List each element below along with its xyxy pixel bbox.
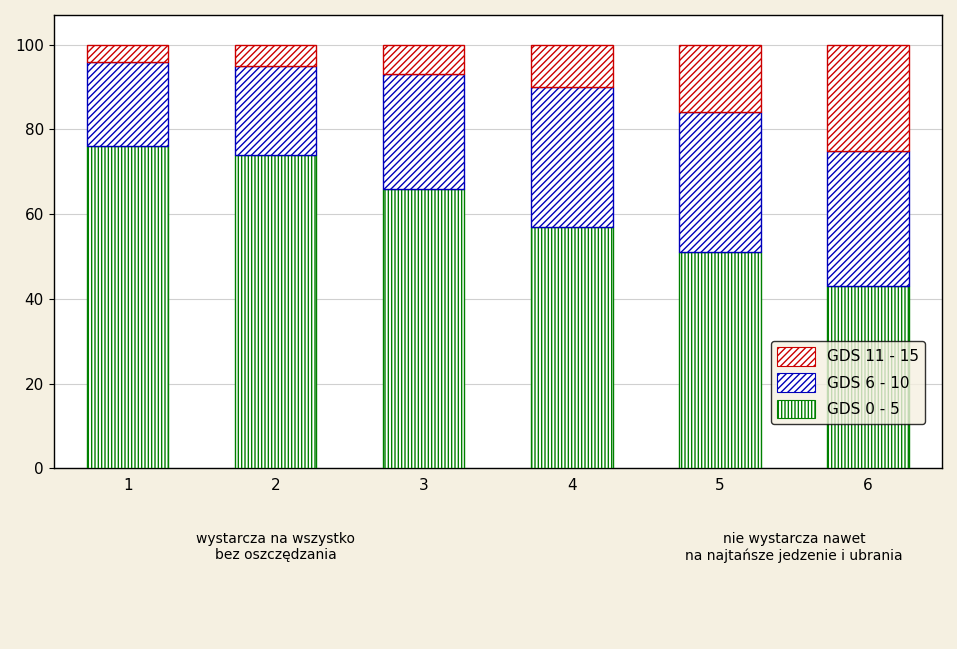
Bar (235, 45, 317, 66)
Bar (87, 62, 168, 146)
Bar (827, 45, 909, 151)
Bar (531, 227, 612, 469)
Bar (87, 45, 168, 62)
Bar (383, 189, 464, 469)
Bar (679, 252, 761, 469)
Bar (235, 155, 317, 469)
Bar (827, 286, 909, 469)
Bar (679, 112, 761, 252)
Bar (531, 45, 612, 87)
Bar (383, 45, 464, 75)
Bar (531, 87, 612, 227)
Legend: GDS 11 - 15, GDS 6 - 10, GDS 0 - 5: GDS 11 - 15, GDS 6 - 10, GDS 0 - 5 (770, 341, 925, 424)
Text: wystarcza na wszystko
bez oszczędzania: wystarcza na wszystko bez oszczędzania (196, 532, 355, 562)
Bar (87, 146, 168, 469)
Bar (235, 66, 317, 155)
Bar (827, 151, 909, 286)
Bar (679, 45, 761, 112)
Bar (383, 75, 464, 189)
Text: nie wystarcza nawet
na najtańsze jedzenie i ubrania: nie wystarcza nawet na najtańsze jedzeni… (685, 532, 902, 563)
